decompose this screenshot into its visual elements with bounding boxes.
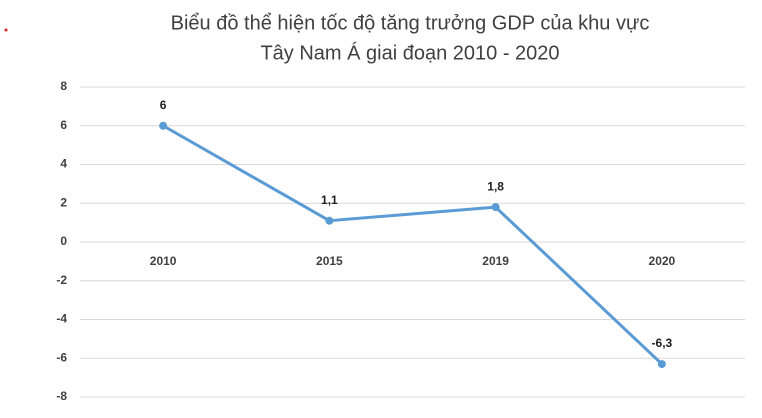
value-label: 1,1: [321, 193, 338, 207]
value-label: -6,3: [652, 336, 673, 350]
value-label: 6: [160, 98, 167, 112]
x-tick-label: 2019: [482, 254, 509, 268]
line: [162, 124, 663, 366]
marker: [491, 203, 500, 212]
y-tick-label: 4: [60, 157, 67, 171]
chart-title: Biểu đồ thể hiện tốc độ tăng trưởng GDP …: [171, 12, 650, 34]
marker: [657, 360, 666, 369]
x-tick-label: 2010: [150, 254, 177, 268]
y-tick-label: 2: [60, 195, 67, 209]
y-tick-label: -6: [56, 350, 67, 364]
marker: [159, 121, 168, 130]
y-tick-label: -8: [56, 389, 67, 403]
y-tick-label: -2: [56, 273, 67, 287]
chart-title: Tây Nam Á giai đoạn 2010 - 2020: [260, 41, 559, 64]
y-tick-label: 0: [60, 234, 67, 248]
x-tick-label: 2020: [649, 254, 676, 268]
value-label: 1,8: [487, 179, 504, 193]
marker: [325, 216, 334, 225]
y-tick-label: 8: [60, 79, 67, 93]
x-tick-label: 2015: [316, 254, 343, 268]
y-tick-label: -4: [56, 312, 67, 326]
y-tick-label: 6: [60, 118, 67, 132]
dot: [4, 28, 8, 32]
